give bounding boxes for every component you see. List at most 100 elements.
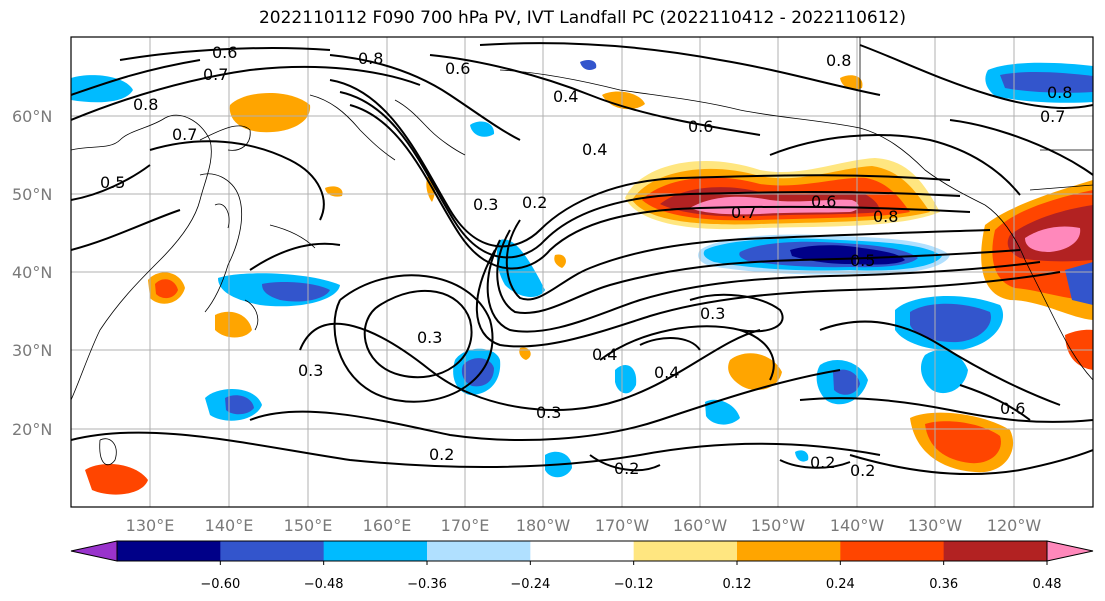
contour-label: 0.6 bbox=[445, 59, 470, 78]
contour-label: 0.4 bbox=[592, 345, 617, 364]
lat-label: 40°N bbox=[12, 263, 52, 282]
colorbar-segment bbox=[633, 541, 738, 561]
contour-label: 0.8 bbox=[358, 49, 383, 68]
colorbar-segment bbox=[427, 541, 531, 561]
colorbar-tick-label: 0.48 bbox=[1033, 577, 1062, 592]
colorbar-segments bbox=[71, 541, 1093, 561]
positive-anomaly-region bbox=[925, 421, 1001, 464]
map-frame bbox=[70, 36, 1094, 508]
lon-label: 120°W bbox=[987, 516, 1042, 535]
contour-label: 0.2 bbox=[614, 459, 639, 478]
page-title: 2022110112 F090 700 hPa PV, IVT Landfall… bbox=[258, 8, 906, 28]
map-panel: 0.6 0.7 0.8 0.6 0.8 0.8 0.4 0.7 0.6 0.4 … bbox=[70, 36, 1094, 508]
colorbar-segment bbox=[323, 541, 428, 561]
lon-label: 140°W bbox=[830, 516, 885, 535]
lon-label: 160°W bbox=[673, 516, 728, 535]
contour-label: 0.6 bbox=[1000, 399, 1025, 418]
negative-anomaly-region bbox=[71, 75, 133, 103]
positive-anomaly-region bbox=[690, 196, 859, 215]
contour-label: 0.4 bbox=[654, 363, 679, 382]
contour-label: 0.4 bbox=[582, 140, 607, 159]
colorbar-tick-label: −0.36 bbox=[407, 577, 447, 592]
contour-label: 0.2 bbox=[522, 193, 547, 212]
contour-label: 0.7 bbox=[203, 65, 228, 84]
contour-label: 0.8 bbox=[873, 207, 898, 226]
negative-anomaly-region bbox=[615, 365, 637, 394]
contour-labels: 0.6 0.7 0.8 0.6 0.8 0.8 0.4 0.7 0.6 0.4 … bbox=[100, 43, 1072, 480]
negative-anomaly-region bbox=[705, 399, 740, 425]
lon-label: 170°E bbox=[441, 516, 490, 535]
negative-anomaly-region bbox=[225, 395, 254, 415]
lat-label: 60°N bbox=[12, 107, 52, 126]
gridlines bbox=[71, 37, 1093, 507]
contour-label: 0.5 bbox=[100, 173, 125, 192]
pv-contours bbox=[71, 42, 1093, 476]
colorbar-tick-label: 0.12 bbox=[723, 577, 752, 592]
positive-anomaly-region bbox=[229, 92, 311, 133]
contour-label: 0.6 bbox=[811, 192, 836, 211]
contour-label: 0.3 bbox=[417, 328, 442, 347]
colorbar-tick-label: −0.24 bbox=[510, 577, 550, 592]
contour-label: 0.7 bbox=[172, 125, 197, 144]
positive-anomaly-region bbox=[728, 353, 782, 391]
negative-anomaly-region bbox=[910, 303, 991, 343]
contour-label: 0.2 bbox=[850, 461, 875, 480]
lon-label: 180°W bbox=[516, 516, 571, 535]
colorbar-segment bbox=[530, 541, 635, 561]
positive-anomaly-region bbox=[1025, 226, 1081, 252]
colorbar-segment bbox=[117, 541, 221, 561]
contour-label: 0.3 bbox=[298, 361, 323, 380]
lon-label: 150°E bbox=[284, 516, 333, 535]
colorbar-tick-label: 0.36 bbox=[929, 577, 958, 592]
lat-label: 20°N bbox=[12, 420, 52, 439]
contour-label: 0.4 bbox=[553, 87, 578, 106]
colorbar-segment bbox=[943, 541, 1048, 561]
negative-anomaly-region bbox=[470, 121, 495, 137]
positive-anomaly-region bbox=[215, 311, 252, 338]
lon-label: 140°E bbox=[205, 516, 254, 535]
negative-anomaly-region bbox=[833, 369, 860, 395]
positive-anomaly-region bbox=[602, 91, 645, 110]
contour-label: 0.7 bbox=[731, 203, 756, 222]
latitude-labels: 60°N 50°N 40°N 30°N 20°N bbox=[12, 107, 52, 439]
colorbar-segment bbox=[737, 541, 841, 561]
negative-anomaly-region bbox=[1065, 262, 1093, 305]
colorbar-tick-label: −0.60 bbox=[200, 577, 240, 592]
contour-label: 0.6 bbox=[688, 117, 713, 136]
lon-label: 130°W bbox=[908, 516, 963, 535]
negative-anomaly-region bbox=[795, 450, 809, 462]
contour-label: 0.7 bbox=[1040, 107, 1065, 126]
contour-label: 0.6 bbox=[212, 43, 237, 62]
colorbar-tick-label: 0.24 bbox=[826, 577, 855, 592]
lat-label: 30°N bbox=[12, 341, 52, 360]
contour-label: 0.2 bbox=[429, 445, 454, 464]
negative-anomaly-region bbox=[1000, 72, 1093, 93]
positive-anomaly-region bbox=[155, 279, 178, 299]
contour-label: 0.3 bbox=[473, 195, 498, 214]
contour-label: 0.8 bbox=[1047, 83, 1072, 102]
lat-label: 50°N bbox=[12, 185, 52, 204]
negative-anomaly-region bbox=[262, 282, 330, 302]
positive-anomaly-region bbox=[554, 254, 566, 268]
contour-label: 0.2 bbox=[810, 453, 835, 472]
negative-anomaly-region bbox=[580, 60, 597, 70]
lon-label: 160°E bbox=[363, 516, 412, 535]
positive-anomaly-region bbox=[85, 464, 148, 495]
lon-label: 170°W bbox=[595, 516, 650, 535]
colorbar-outline bbox=[116, 540, 1048, 562]
contour-label: 0.3 bbox=[536, 403, 561, 422]
contour-label: 0.5 bbox=[850, 251, 875, 270]
colorbar-extend-high bbox=[1047, 541, 1093, 561]
colorbar-tick-label: −0.48 bbox=[304, 577, 344, 592]
contour-label: 0.3 bbox=[700, 304, 725, 323]
colorbar-ticks: −0.60 −0.48 −0.36 −0.24 −0.12 0.12 0.24 0.36 0.4… bbox=[200, 561, 1062, 592]
contour-label: 0.8 bbox=[826, 51, 851, 70]
colorbar: −0.60 −0.48 −0.36 −0.24 −0.12 0.12 0.24 0.36 0.4… bbox=[70, 540, 1094, 592]
colorbar-segment bbox=[220, 541, 325, 561]
coastlines bbox=[71, 37, 1093, 466]
colorbar-extend-low bbox=[71, 541, 117, 561]
colorbar-tick-label: −0.12 bbox=[614, 577, 654, 592]
negative-anomaly-region bbox=[920, 350, 968, 394]
lon-label: 130°E bbox=[126, 516, 175, 535]
